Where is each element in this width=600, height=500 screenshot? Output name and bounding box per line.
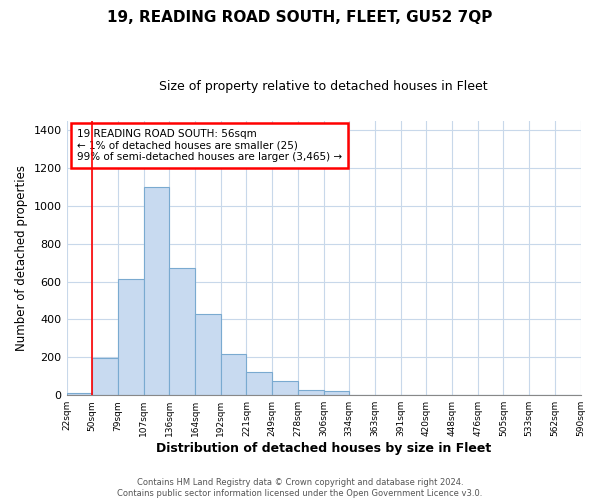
Text: 19, READING ROAD SOUTH, FLEET, GU52 7QP: 19, READING ROAD SOUTH, FLEET, GU52 7QP xyxy=(107,10,493,25)
Bar xyxy=(169,268,195,395)
Bar xyxy=(118,278,143,395)
Bar xyxy=(298,390,323,395)
Text: Contains HM Land Registry data © Crown copyright and database right 2024.
Contai: Contains HM Land Registry data © Crown c… xyxy=(118,478,482,498)
Text: 19 READING ROAD SOUTH: 56sqm
← 1% of detached houses are smaller (25)
99% of sem: 19 READING ROAD SOUTH: 56sqm ← 1% of det… xyxy=(77,129,342,162)
X-axis label: Distribution of detached houses by size in Fleet: Distribution of detached houses by size … xyxy=(156,442,491,455)
Bar xyxy=(272,381,298,395)
Bar xyxy=(143,187,169,395)
Bar xyxy=(195,314,221,395)
Y-axis label: Number of detached properties: Number of detached properties xyxy=(15,165,28,351)
Title: Size of property relative to detached houses in Fleet: Size of property relative to detached ho… xyxy=(159,80,488,93)
Bar xyxy=(67,394,92,395)
Bar xyxy=(92,358,118,395)
Bar xyxy=(221,354,247,395)
Bar xyxy=(247,372,272,395)
Bar xyxy=(323,392,349,395)
